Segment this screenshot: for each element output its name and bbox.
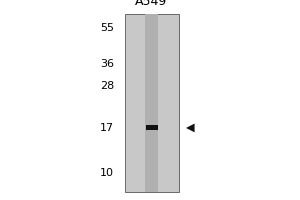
Bar <box>124 14 178 192</box>
Text: 55: 55 <box>100 23 114 33</box>
Text: 10: 10 <box>100 168 114 178</box>
Text: 28: 28 <box>100 81 114 91</box>
Bar <box>146 125 158 130</box>
Bar <box>145 14 158 192</box>
Text: 17: 17 <box>100 123 114 133</box>
Polygon shape <box>186 124 195 132</box>
Text: A549: A549 <box>135 0 168 8</box>
Text: 36: 36 <box>100 59 114 69</box>
